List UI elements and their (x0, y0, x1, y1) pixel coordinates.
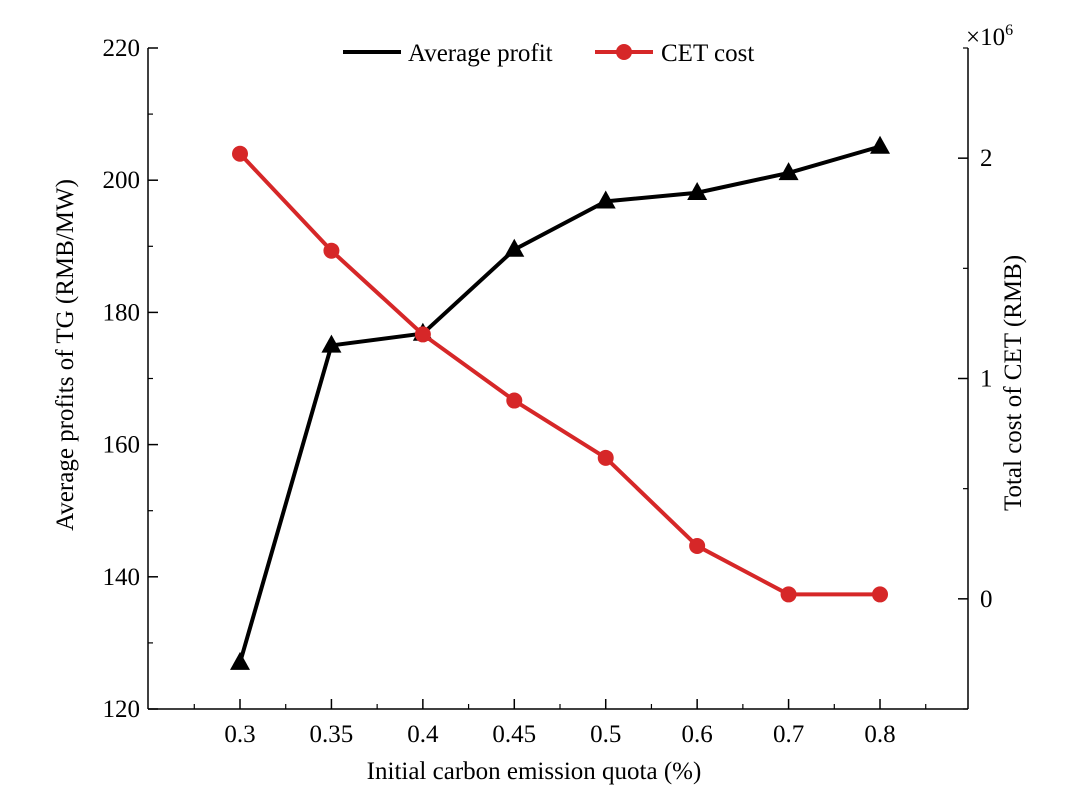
legend-label-average-profit: Average profit (408, 40, 553, 67)
series-circle (232, 145, 889, 603)
legend-item-cet-cost: CET cost (595, 40, 754, 67)
left-tick-label: 200 (103, 167, 141, 194)
left-tick-label: 140 (103, 564, 141, 591)
right-tick-label: 0 (980, 586, 993, 613)
data-point (687, 181, 708, 200)
x-tick-label: 0.35 (310, 721, 354, 748)
x-axis-label: Initial carbon emission quota (%) (367, 758, 702, 785)
data-point (323, 242, 340, 259)
x-tick-label: 0.6 (682, 721, 713, 748)
series-line (238, 152, 881, 597)
x-tick-label: 0.4 (407, 721, 439, 748)
left-y-axis: 120 140 160 180 200 220 (103, 35, 158, 723)
data-point (872, 586, 889, 603)
x-tick-label: 0.7 (773, 721, 804, 748)
x-tick-label: 0.5 (590, 721, 621, 748)
series-line (238, 144, 881, 664)
legend-label-cet-cost: CET cost (661, 40, 754, 67)
left-y-axis-label: Average profits of TG (RMB/MW) (52, 179, 79, 531)
data-point (321, 334, 342, 353)
left-tick-label: 220 (103, 35, 141, 62)
left-tick-label: 160 (103, 432, 141, 459)
right-y-axis: 0 1 2 (958, 47, 993, 710)
data-point (504, 238, 525, 257)
data-point (595, 190, 616, 209)
plot-frame (147, 48, 969, 710)
multiplier-base: ×10 (966, 24, 1005, 51)
data-point (689, 537, 706, 554)
data-point (597, 449, 614, 466)
right-y-axis-label: Total cost of CET (RMB) (1000, 255, 1027, 511)
x-tick-label: 0.8 (864, 721, 895, 748)
series-layer (230, 135, 891, 670)
legend-item-average-profit: Average profit (343, 40, 553, 67)
data-point (230, 651, 250, 670)
x-tick-label: 0.45 (492, 721, 536, 748)
data-point (780, 586, 797, 603)
multiplier-exponent: 6 (1005, 22, 1013, 39)
data-point (232, 145, 248, 162)
data-point (870, 135, 891, 154)
x-axis: 0.3 0.35 0.4 0.45 0.5 0.6 0.7 0.8 (193, 699, 927, 748)
left-tick-label: 120 (103, 696, 141, 723)
data-point (778, 162, 799, 181)
data-point (414, 326, 431, 343)
right-tick-label: 1 (980, 366, 993, 393)
data-point (506, 392, 523, 409)
left-tick-label: 180 (103, 299, 141, 326)
right-axis-multiplier: ×106 (966, 22, 1013, 51)
x-tick-label: 0.3 (224, 721, 255, 748)
right-tick-label: 2 (980, 145, 993, 172)
legend: Average profit CET cost (343, 40, 754, 67)
legend-marker-cet-cost (616, 44, 632, 60)
